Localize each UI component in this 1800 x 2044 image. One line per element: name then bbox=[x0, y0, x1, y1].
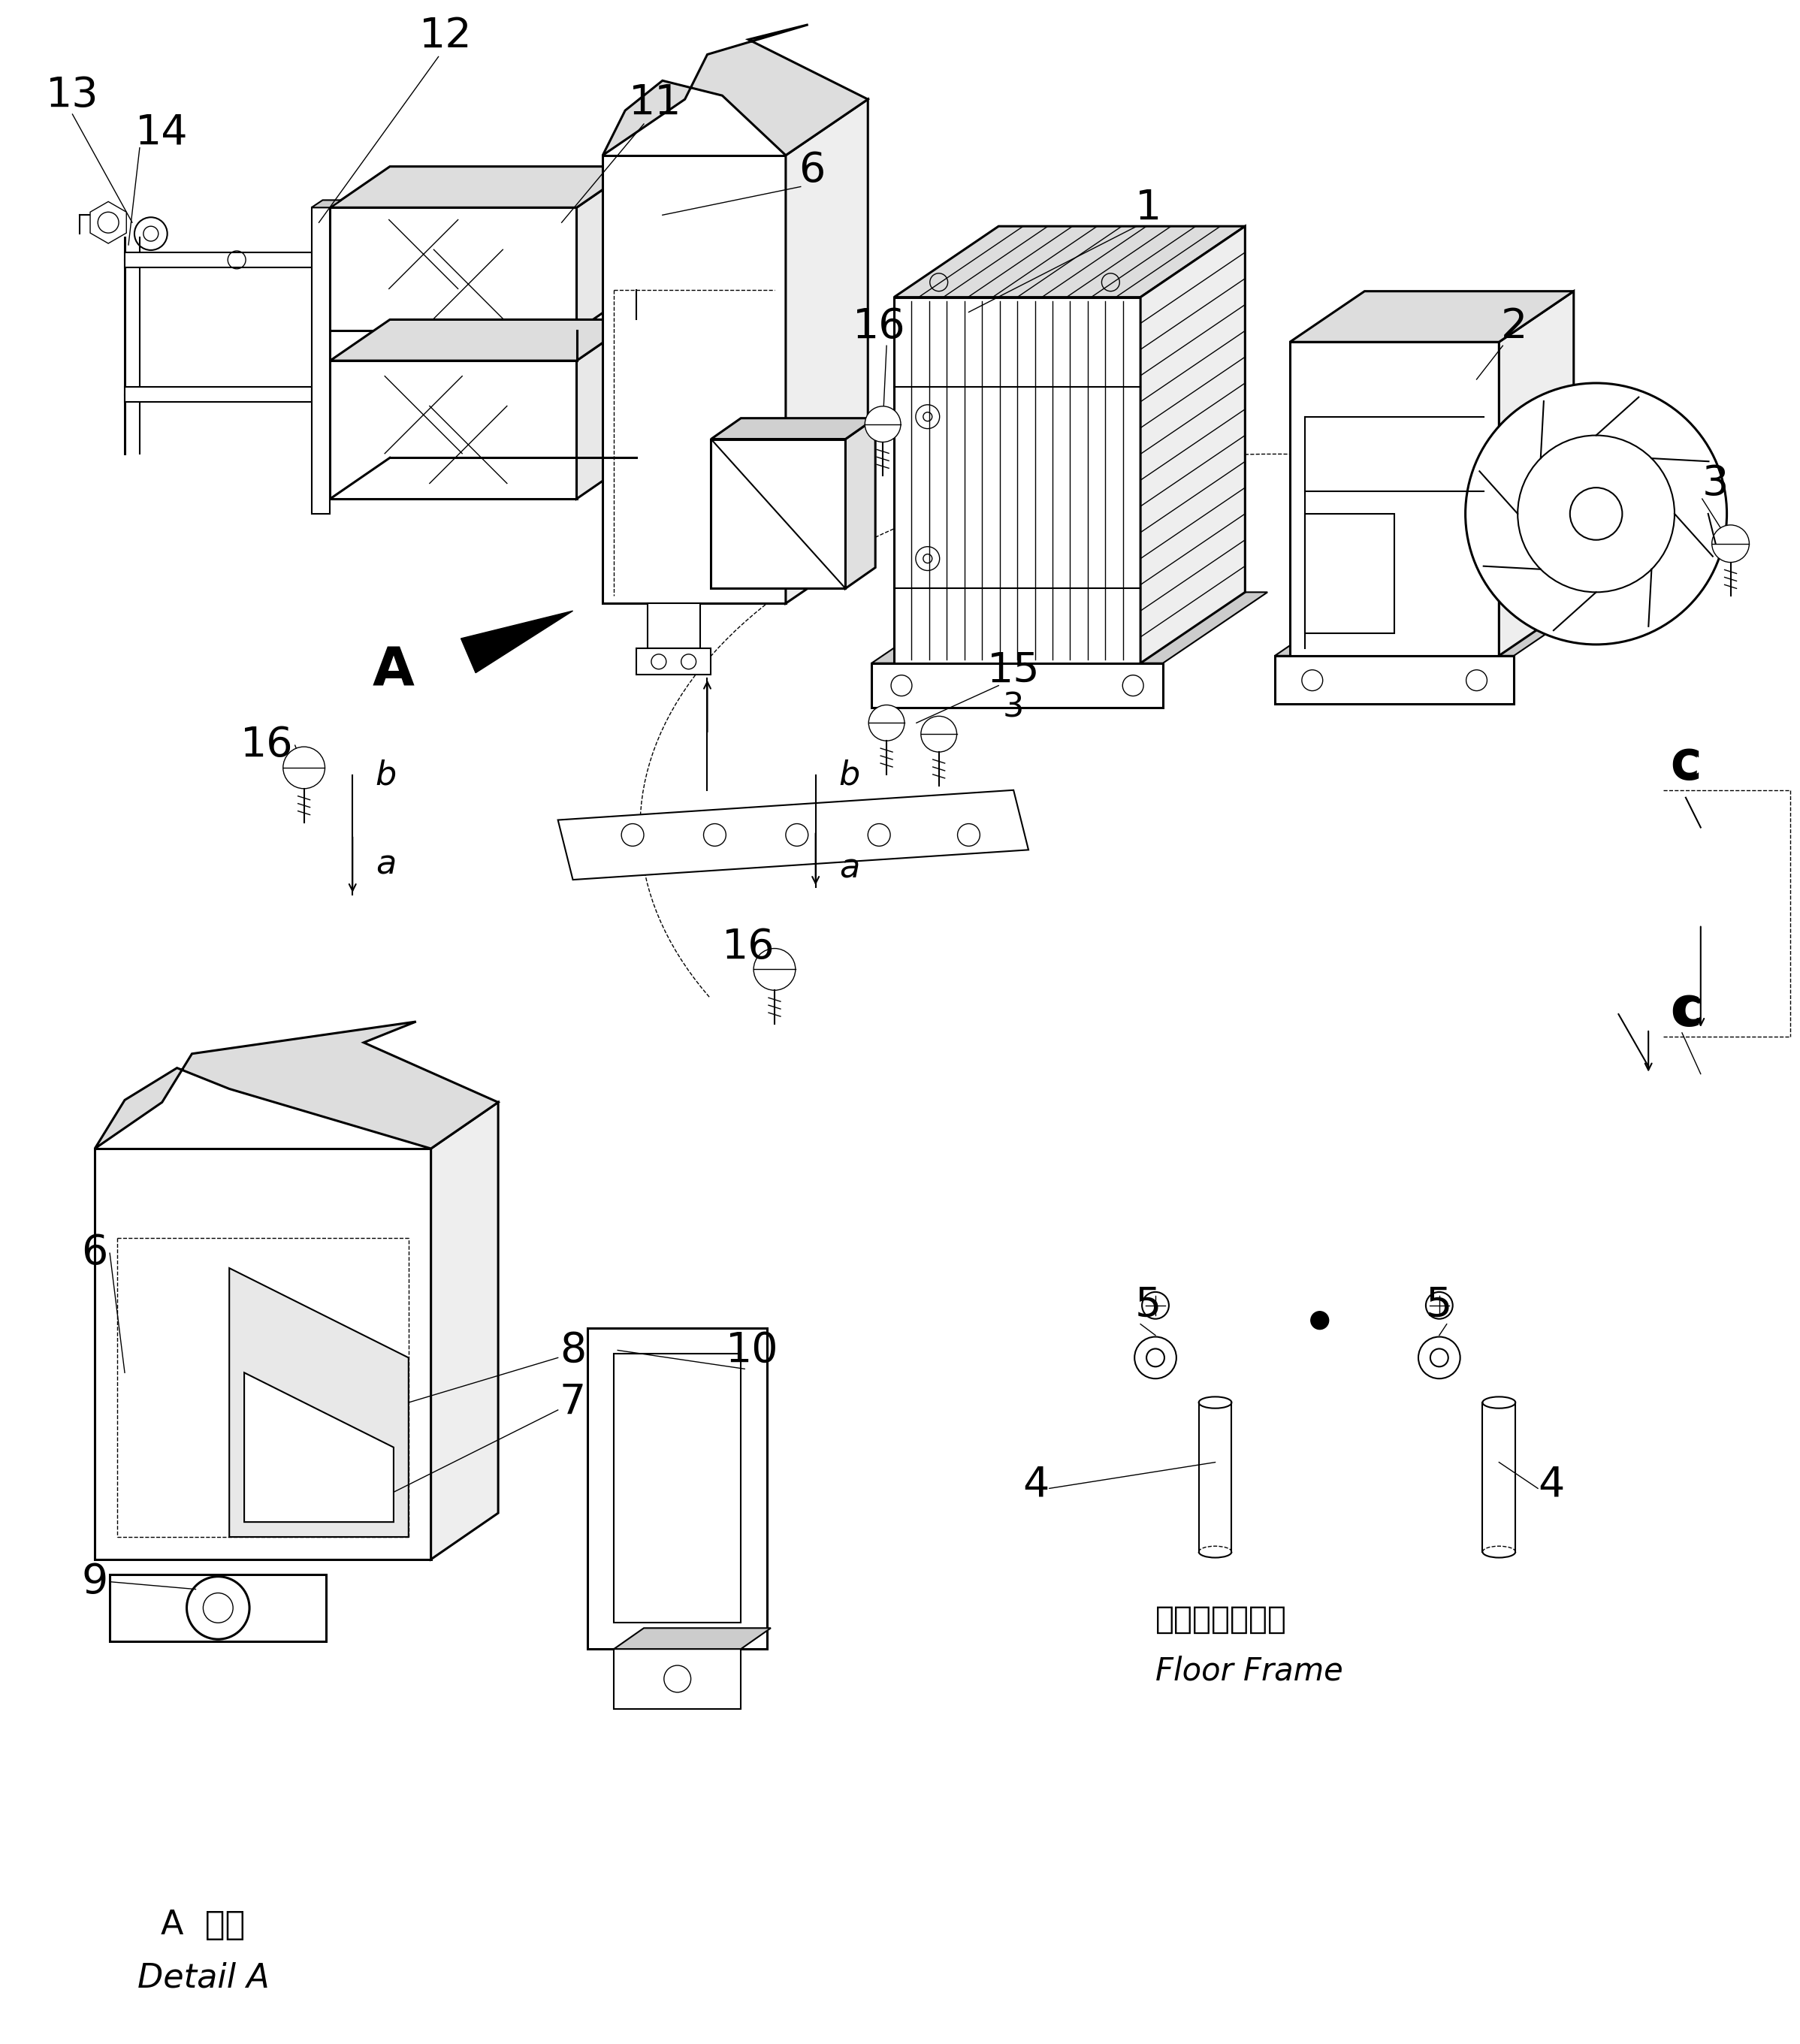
Polygon shape bbox=[614, 1650, 742, 1709]
Polygon shape bbox=[329, 319, 637, 360]
Circle shape bbox=[1426, 1292, 1453, 1318]
Text: フロアフレーム: フロアフレーム bbox=[1156, 1602, 1287, 1635]
Polygon shape bbox=[576, 319, 637, 499]
Circle shape bbox=[864, 407, 900, 442]
Text: 16: 16 bbox=[853, 307, 905, 347]
Circle shape bbox=[1465, 382, 1726, 644]
Polygon shape bbox=[589, 1329, 767, 1650]
Circle shape bbox=[1418, 1337, 1460, 1378]
Polygon shape bbox=[603, 25, 868, 155]
Text: 4: 4 bbox=[1537, 1464, 1564, 1504]
Polygon shape bbox=[90, 202, 126, 243]
Text: 5: 5 bbox=[1134, 1286, 1161, 1327]
Polygon shape bbox=[576, 166, 637, 331]
Polygon shape bbox=[245, 1374, 394, 1523]
Circle shape bbox=[1310, 1312, 1328, 1329]
Polygon shape bbox=[895, 296, 1141, 662]
Text: 6: 6 bbox=[81, 1233, 108, 1273]
Text: C: C bbox=[1676, 997, 1703, 1030]
Polygon shape bbox=[603, 155, 787, 603]
Polygon shape bbox=[110, 1574, 326, 1641]
Polygon shape bbox=[614, 1353, 742, 1623]
Text: 9: 9 bbox=[81, 1562, 108, 1602]
Text: a: a bbox=[839, 852, 859, 885]
Text: 13: 13 bbox=[47, 76, 99, 117]
Polygon shape bbox=[711, 419, 875, 439]
Polygon shape bbox=[711, 439, 846, 589]
Polygon shape bbox=[1499, 290, 1573, 656]
Polygon shape bbox=[95, 1149, 430, 1560]
Text: 16: 16 bbox=[722, 926, 776, 967]
Text: 3: 3 bbox=[1703, 464, 1728, 505]
Text: C: C bbox=[1670, 993, 1701, 1034]
Polygon shape bbox=[1305, 513, 1395, 634]
Circle shape bbox=[1134, 1337, 1177, 1378]
Polygon shape bbox=[871, 593, 1267, 662]
Text: 6: 6 bbox=[799, 149, 824, 190]
Polygon shape bbox=[558, 791, 1028, 879]
Text: 11: 11 bbox=[628, 82, 682, 123]
Text: Floor Frame: Floor Frame bbox=[1156, 1656, 1343, 1686]
Polygon shape bbox=[329, 360, 576, 499]
Polygon shape bbox=[637, 648, 711, 675]
Polygon shape bbox=[1274, 605, 1589, 656]
Text: 12: 12 bbox=[419, 16, 472, 55]
Polygon shape bbox=[871, 662, 1163, 707]
Polygon shape bbox=[1141, 227, 1246, 662]
Polygon shape bbox=[124, 386, 311, 403]
Circle shape bbox=[1141, 1292, 1168, 1318]
Text: A: A bbox=[373, 644, 414, 697]
Polygon shape bbox=[895, 227, 1246, 296]
Polygon shape bbox=[1291, 341, 1499, 656]
Polygon shape bbox=[1274, 656, 1514, 705]
Text: Detail A: Detail A bbox=[137, 1962, 270, 1993]
Polygon shape bbox=[846, 419, 875, 589]
Text: 16: 16 bbox=[239, 726, 293, 766]
Text: 15: 15 bbox=[986, 650, 1040, 691]
Text: a: a bbox=[376, 848, 396, 881]
Circle shape bbox=[869, 705, 904, 740]
Text: 3: 3 bbox=[1003, 691, 1024, 724]
Text: C: C bbox=[1672, 750, 1699, 785]
Text: C: C bbox=[1670, 748, 1701, 789]
Polygon shape bbox=[648, 603, 700, 648]
Polygon shape bbox=[124, 251, 311, 268]
Text: b: b bbox=[839, 758, 860, 791]
Polygon shape bbox=[311, 208, 329, 513]
Polygon shape bbox=[229, 1267, 409, 1537]
Circle shape bbox=[922, 715, 958, 752]
Text: 2: 2 bbox=[1501, 307, 1526, 347]
Polygon shape bbox=[329, 208, 576, 331]
Polygon shape bbox=[329, 166, 637, 208]
Text: A  詳細: A 詳細 bbox=[160, 1909, 245, 1942]
Polygon shape bbox=[311, 200, 342, 208]
Polygon shape bbox=[614, 1629, 770, 1650]
Circle shape bbox=[283, 746, 324, 789]
Polygon shape bbox=[95, 1022, 499, 1149]
Circle shape bbox=[1712, 525, 1750, 562]
Circle shape bbox=[754, 948, 796, 989]
Text: 4: 4 bbox=[1022, 1464, 1049, 1504]
Text: 7: 7 bbox=[560, 1382, 587, 1423]
Polygon shape bbox=[1291, 290, 1573, 341]
Text: 8: 8 bbox=[560, 1331, 587, 1372]
Polygon shape bbox=[430, 1102, 499, 1560]
Text: 10: 10 bbox=[725, 1331, 779, 1372]
Text: 1: 1 bbox=[1134, 188, 1161, 227]
Polygon shape bbox=[787, 100, 868, 603]
Text: 14: 14 bbox=[135, 112, 189, 153]
Text: b: b bbox=[376, 758, 396, 791]
Text: 5: 5 bbox=[1426, 1286, 1453, 1327]
Polygon shape bbox=[461, 611, 572, 672]
